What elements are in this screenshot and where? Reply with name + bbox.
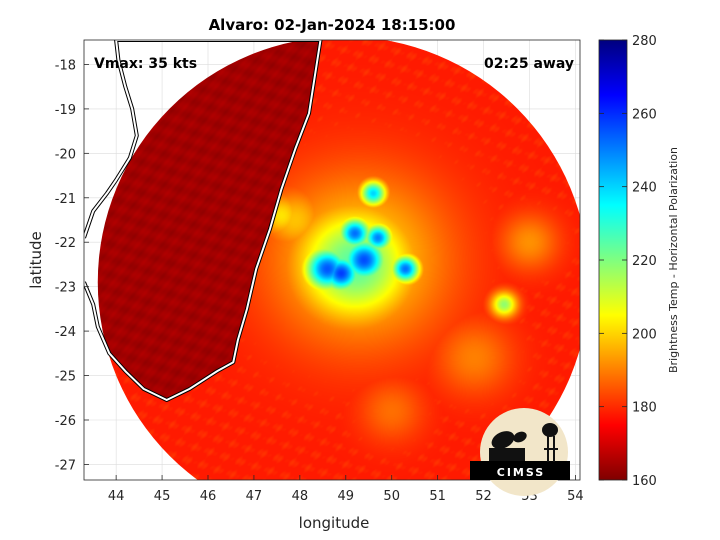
y-tick-label: -21 xyxy=(55,192,76,207)
cimss-logo: CIMSS xyxy=(470,408,570,496)
x-tick-label: 54 xyxy=(567,489,584,504)
x-axis-label: longitude xyxy=(299,514,370,532)
y-tick-label: -26 xyxy=(55,414,76,429)
brightness-temp-swath xyxy=(97,40,580,480)
x-tick-label: 52 xyxy=(475,489,492,504)
y-tick-label: -24 xyxy=(55,325,76,340)
x-tick-label: 49 xyxy=(338,489,355,504)
colorbar: 160 180 200 220 240 260 280 Brightness Temp - … xyxy=(598,34,680,489)
x-tick-label: 48 xyxy=(292,489,309,504)
colorbar-tick-label: 180 xyxy=(632,401,657,416)
time-offset-annotation: 02:25 away xyxy=(484,56,574,72)
colorbar-tick-label: 160 xyxy=(632,474,657,489)
x-tick-label: 46 xyxy=(200,489,217,504)
y-tick-label: -22 xyxy=(55,236,76,251)
plot-area: 44 45 46 47 48 49 50 51 52 53 54 -18-19-20-21-22-2… xyxy=(55,39,584,504)
x-tick-label: 45 xyxy=(154,489,171,504)
colorbar-tick-label: 240 xyxy=(632,181,657,196)
water-tower-icon xyxy=(542,423,558,462)
y-tick-label: -20 xyxy=(55,147,76,162)
y-tick-label: -18 xyxy=(55,58,76,73)
x-tick-label: 47 xyxy=(246,489,263,504)
colorbar-ticks: 160 180 200 220 240 260 280 xyxy=(599,34,657,489)
plot-frame xyxy=(83,39,581,481)
vmax-annotation: Vmax: 35 kts xyxy=(94,56,197,72)
x-tick-label: 51 xyxy=(429,489,446,504)
y-tick-label: -27 xyxy=(55,458,76,473)
colorbar-tick-label: 280 xyxy=(632,34,657,49)
satellite-dish-icon xyxy=(489,431,527,461)
y-tick-label: -23 xyxy=(55,281,76,296)
x-tick-label: 50 xyxy=(383,489,400,504)
coastline-line xyxy=(84,40,322,401)
colorbar-tick-label: 220 xyxy=(632,254,657,269)
colorbar-tick-label: 260 xyxy=(632,107,657,122)
y-axis-label: latitude xyxy=(27,231,45,289)
coastline-madagascar xyxy=(84,40,323,402)
y-tick-label: -19 xyxy=(55,103,76,118)
chart-title: Alvaro: 02-Jan-2024 18:15:00 xyxy=(209,16,456,34)
colorbar-tick-label: 200 xyxy=(632,327,657,342)
logo-wordmark: CIMSS xyxy=(497,466,545,479)
y-axis-ticks: -18 -19 -20 -21 -22 -23 -24 -25 -26 -27 xyxy=(55,58,89,473)
y-tick-label: -25 xyxy=(55,370,76,385)
colorbar-label: Brightness Temp - Horizontal Polarizatio… xyxy=(667,147,680,373)
x-tick-label: 44 xyxy=(108,489,125,504)
